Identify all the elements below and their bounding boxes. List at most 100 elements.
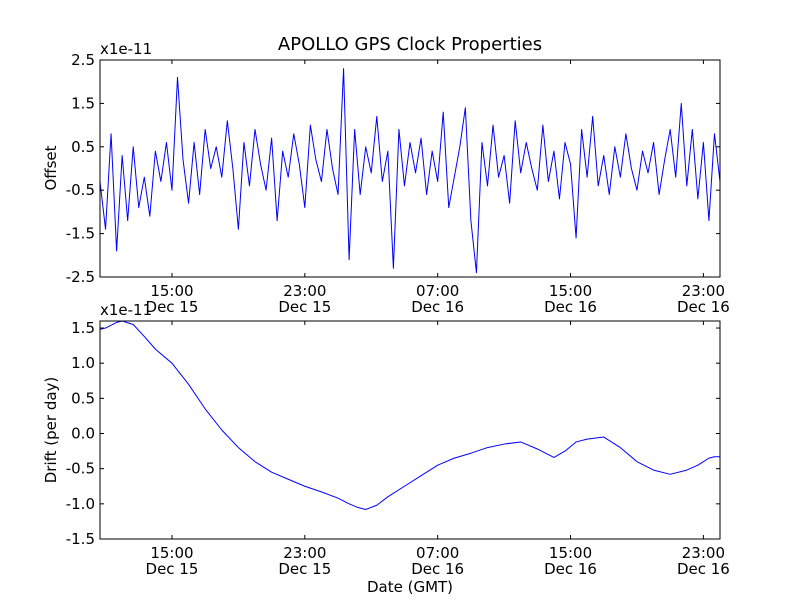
drift-data-point	[287, 478, 289, 480]
offset-data-point	[625, 133, 627, 135]
drift-data-point	[337, 497, 339, 499]
x-tick-label-time: 23:00	[682, 544, 725, 562]
offset-data-point	[498, 176, 500, 178]
offset-data-point	[642, 150, 644, 152]
drift-data-point	[653, 469, 655, 471]
offset-data-point	[570, 163, 572, 165]
offset-data-point	[298, 163, 300, 165]
offset-data-point	[409, 142, 411, 144]
offset-data-point	[420, 137, 422, 139]
offset-data-point	[647, 172, 649, 174]
drift-plot-frame	[99, 320, 721, 540]
offset-data-point	[171, 189, 173, 191]
offset-data-point	[271, 137, 273, 139]
offset-data-point	[597, 185, 599, 187]
offset-data-point	[160, 181, 162, 183]
drift-data-point	[376, 504, 378, 506]
offset-data-point	[260, 163, 262, 165]
drift-data-point	[564, 450, 566, 452]
drift-data-point	[537, 448, 539, 450]
offset-data-point	[636, 189, 638, 191]
offset-data-point	[470, 220, 472, 222]
x-tick-label-date: Dec 15	[146, 298, 199, 316]
offset-data-point	[332, 168, 334, 170]
y-tick-label: 1.0	[71, 354, 95, 372]
drift-data-point	[697, 464, 699, 466]
offset-data-point	[382, 181, 384, 183]
drift-data-point	[321, 491, 323, 493]
offset-data-point	[581, 129, 583, 131]
x-tick-label-date: Dec 16	[677, 560, 730, 578]
offset-data-point	[254, 129, 256, 131]
drift-data-point	[437, 464, 439, 466]
drift-data-point	[204, 408, 206, 410]
offset-data-point	[348, 259, 350, 261]
offset-data-point	[542, 124, 544, 126]
drift-data-point	[575, 441, 577, 443]
drift-series-line	[99, 320, 720, 510]
x-tick-label-time: 23:00	[283, 282, 326, 300]
y-tick-label: 0.5	[71, 138, 95, 156]
drift-data-point	[387, 496, 389, 498]
offset-data-point	[376, 116, 378, 118]
offset-data-point	[437, 181, 439, 183]
drift-data-point	[470, 452, 472, 454]
offset-data-point	[658, 194, 660, 196]
x-tick-label-time: 15:00	[150, 544, 193, 562]
drift-data-point	[487, 447, 489, 449]
offset-data-point	[653, 142, 655, 144]
x-tick-label-date: Dec 15	[278, 560, 331, 578]
y-tick-label: -1.0	[66, 495, 95, 513]
offset-data-point	[232, 168, 234, 170]
offset-data-point	[182, 159, 184, 161]
offset-data-point	[398, 129, 400, 131]
drift-data-point	[553, 457, 555, 459]
offset-data-point	[177, 77, 179, 79]
y-tick-label: -0.5	[66, 460, 95, 478]
offset-data-point	[365, 146, 367, 148]
offset-data-point	[703, 142, 705, 144]
offset-data-point	[415, 172, 417, 174]
offset-data-point	[227, 120, 229, 122]
drift-data-point	[116, 322, 118, 324]
x-tick-label-date: Dec 15	[146, 560, 199, 578]
offset-data-point	[199, 194, 201, 196]
offset-panel: x1e-11 Offset -2.5 -1.5 -0.5 0.5 1.5 2.5 15:0…	[42, 40, 730, 316]
x-tick-label-time: 23:00	[682, 282, 725, 300]
drift-data-point	[714, 456, 716, 458]
drift-data-point	[503, 443, 505, 445]
drift-data-point	[304, 485, 306, 487]
offset-data-point	[680, 103, 682, 105]
offset-data-point	[448, 207, 450, 209]
offset-data-point	[459, 146, 461, 148]
offset-data-point	[537, 189, 539, 191]
offset-data-point	[669, 129, 671, 131]
chart-title: APOLLO GPS Clock Properties	[278, 34, 542, 55]
offset-data-point	[127, 220, 129, 222]
offset-data-point	[608, 194, 610, 196]
offset-data-point	[603, 155, 605, 157]
offset-data-point	[564, 142, 566, 144]
drift-data-point	[348, 503, 350, 505]
offset-data-point	[431, 150, 433, 152]
offset-data-point	[138, 207, 140, 209]
drift-data-point	[143, 336, 145, 338]
offset-data-point	[243, 142, 245, 144]
offset-data-point	[276, 220, 278, 222]
offset-data-point	[204, 129, 206, 131]
offset-data-point	[614, 146, 616, 148]
offset-data-point	[337, 194, 339, 196]
offset-data-point	[393, 268, 395, 270]
offset-data-point	[315, 159, 317, 161]
y-tick-label: 1.5	[71, 94, 95, 112]
offset-data-point	[465, 107, 467, 109]
offset-data-point	[166, 142, 168, 144]
offset-data-point	[321, 181, 323, 183]
offset-data-point	[193, 142, 195, 144]
offset-data-point	[387, 150, 389, 152]
drift-data-point	[708, 457, 710, 459]
offset-data-point	[310, 124, 312, 126]
x-axis-label: Date (GMT)	[367, 578, 453, 596]
x-tick-label-date: Dec 16	[411, 560, 464, 578]
